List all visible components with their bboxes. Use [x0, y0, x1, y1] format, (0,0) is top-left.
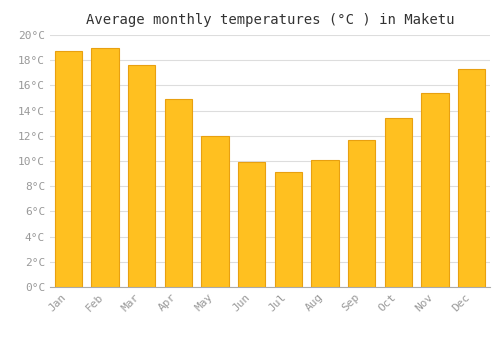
Bar: [348, 140, 376, 287]
Bar: [311, 160, 339, 287]
Title: Average monthly temperatures (°C ) in Maketu: Average monthly temperatures (°C ) in Ma…: [86, 13, 454, 27]
Bar: [458, 69, 485, 287]
Bar: [384, 118, 412, 287]
Bar: [201, 136, 229, 287]
Bar: [54, 51, 82, 287]
Bar: [128, 65, 156, 287]
Bar: [274, 172, 302, 287]
Bar: [164, 99, 192, 287]
Bar: [421, 93, 448, 287]
Bar: [238, 162, 266, 287]
Bar: [91, 48, 119, 287]
